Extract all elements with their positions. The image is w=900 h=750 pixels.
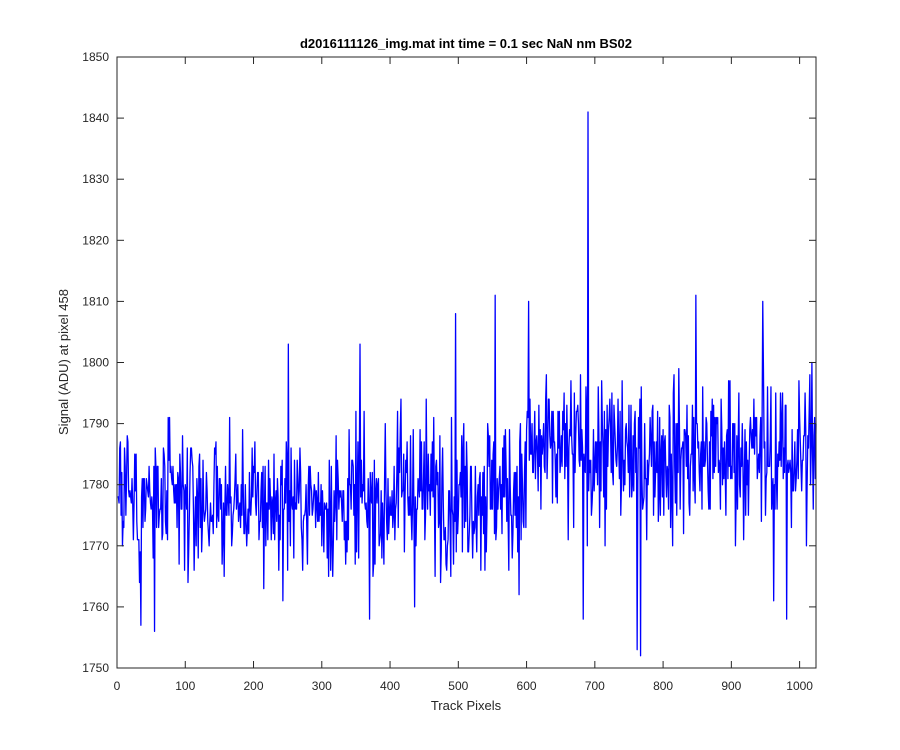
x-tick-label: 800 bbox=[653, 679, 673, 693]
y-tick-label: 1780 bbox=[82, 478, 109, 492]
x-tick-label: 100 bbox=[175, 679, 195, 693]
plot-area bbox=[117, 57, 816, 668]
y-tick-label: 1820 bbox=[82, 233, 109, 247]
x-tick-label: 900 bbox=[721, 679, 741, 693]
y-tick-label: 1770 bbox=[82, 539, 109, 553]
x-tick-label: 200 bbox=[244, 679, 264, 693]
y-tick-label: 1800 bbox=[82, 356, 109, 370]
x-tick-label: 400 bbox=[380, 679, 400, 693]
y-axis-label: Signal (ADU) at pixel 458 bbox=[56, 289, 71, 435]
y-tick-label: 1850 bbox=[82, 50, 109, 64]
x-tick-label: 0 bbox=[114, 679, 121, 693]
x-tick-label: 500 bbox=[448, 679, 468, 693]
y-tick-label: 1750 bbox=[82, 661, 109, 675]
y-tick-label: 1810 bbox=[82, 294, 109, 308]
y-axis: 1750 1760 1770 1780 1790 1800 1810 1820 1830 1840… bbox=[82, 50, 816, 675]
y-tick-label: 1790 bbox=[82, 417, 109, 431]
signal-series-line bbox=[117, 111, 817, 657]
x-tick-label: 700 bbox=[585, 679, 605, 693]
y-tick-label: 1830 bbox=[82, 172, 109, 186]
chart-title: d2016111126_img.mat int time = 0.1 sec N… bbox=[300, 36, 632, 51]
x-axis: 0 100 200 300 400 500 600 700 800 900 1000 bbox=[114, 57, 813, 693]
y-tick-label: 1840 bbox=[82, 111, 109, 125]
x-tick-label: 1000 bbox=[786, 679, 813, 693]
x-tick-label: 300 bbox=[312, 679, 332, 693]
series-layer bbox=[117, 111, 817, 657]
y-tick-label: 1760 bbox=[82, 600, 109, 614]
x-tick-label: 600 bbox=[517, 679, 537, 693]
x-axis-label: Track Pixels bbox=[431, 698, 502, 713]
